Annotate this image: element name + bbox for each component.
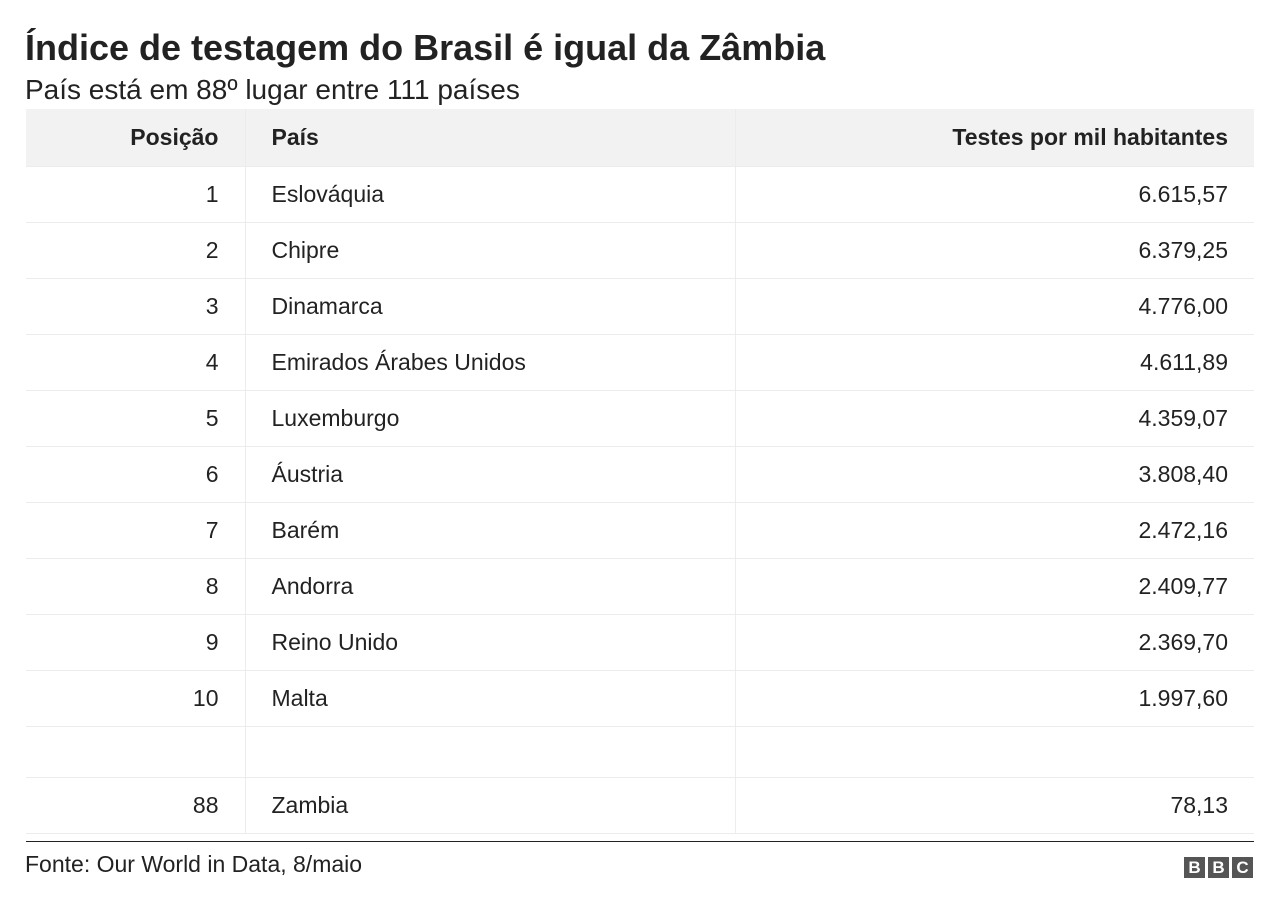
cell-tests-per-thousand: 6.379,25 — [735, 222, 1254, 279]
cell-position: 88 — [26, 777, 246, 834]
table-row: 5 Luxemburgo 4.359,07 — [26, 390, 1254, 447]
cell-country: Andorra — [245, 558, 736, 615]
cell-tests-per-thousand: 1.997,60 — [735, 670, 1254, 727]
source-note: Fonte: Our World in Data, 8/maio — [25, 851, 363, 877]
table-row: 1 Eslováquia 6.615,57 — [26, 166, 1254, 223]
bbc-logo: B B C — [1184, 857, 1253, 878]
header-position: Posição — [26, 109, 246, 167]
table-row: 6 Áustria 3.808,40 — [26, 446, 1254, 503]
bbc-logo-letter: C — [1232, 857, 1253, 878]
cell-country: Zambia — [245, 777, 736, 834]
table-row: 10 Malta 1.997,60 — [26, 670, 1254, 727]
cell-position: 8 — [26, 558, 246, 615]
cell-tests-per-thousand: 4.611,89 — [735, 334, 1254, 391]
cell-tests-per-thousand: 78,13 — [735, 777, 1254, 834]
table-body: 1 Eslováquia 6.615,57 2 Chipre 6.379,25 3 Dinam… — [26, 166, 1254, 834]
cell-country: Chipre — [245, 222, 736, 279]
header-country: País — [245, 109, 736, 167]
cell-position — [26, 726, 246, 778]
cell-tests-per-thousand: 4.359,07 — [735, 390, 1254, 447]
cell-tests-per-thousand: 3.808,40 — [735, 446, 1254, 503]
cell-country: Luxemburgo — [245, 390, 736, 447]
cell-tests-per-thousand: 2.472,16 — [735, 502, 1254, 559]
table-row: 9 Reino Unido 2.369,70 — [26, 614, 1254, 671]
table-header-row: Posição País Testes por mil habitantes — [26, 109, 1254, 167]
cell-country: Reino Unido — [245, 614, 736, 671]
ranking-table: Posição País Testes por mil habitantes 1… — [26, 109, 1254, 834]
cell-position: 1 — [26, 166, 246, 223]
table-row: 4 Emirados Árabes Unidos 4.611,89 — [26, 334, 1254, 391]
cell-country: Eslováquia — [245, 166, 736, 223]
cell-position: 5 — [26, 390, 246, 447]
bbc-logo-letter: B — [1208, 857, 1229, 878]
cell-country: Barém — [245, 502, 736, 559]
cell-position: 6 — [26, 446, 246, 503]
cell-tests-per-thousand: 2.409,77 — [735, 558, 1254, 615]
cell-country: Malta — [245, 670, 736, 727]
chart-title: Índice de testagem do Brasil é igual da … — [25, 27, 826, 68]
cell-country: Emirados Árabes Unidos — [245, 334, 736, 391]
cell-tests-per-thousand — [735, 726, 1254, 778]
cell-tests-per-thousand: 6.615,57 — [735, 166, 1254, 223]
table-row: 88 Zambia 78,13 — [26, 777, 1254, 834]
cell-country: Dinamarca — [245, 278, 736, 335]
cell-position: 4 — [26, 334, 246, 391]
table-row — [26, 726, 1254, 778]
cell-country: Áustria — [245, 446, 736, 503]
table-row: 2 Chipre 6.379,25 — [26, 222, 1254, 279]
table-row: 7 Barém 2.472,16 — [26, 502, 1254, 559]
cell-position: 9 — [26, 614, 246, 671]
cell-tests-per-thousand: 2.369,70 — [735, 614, 1254, 671]
footer-rule — [26, 841, 1254, 842]
cell-position: 10 — [26, 670, 246, 727]
cell-position: 3 — [26, 278, 246, 335]
cell-tests-per-thousand: 4.776,00 — [735, 278, 1254, 335]
chart-subtitle: País está em 88º lugar entre 111 países — [25, 74, 520, 105]
header-tests-per-thousand: Testes por mil habitantes — [735, 109, 1254, 167]
table-row: 8 Andorra 2.409,77 — [26, 558, 1254, 615]
table-row: 3 Dinamarca 4.776,00 — [26, 278, 1254, 335]
cell-country — [245, 726, 736, 778]
cell-position: 7 — [26, 502, 246, 559]
bbc-logo-letter: B — [1184, 857, 1205, 878]
cell-position: 2 — [26, 222, 246, 279]
